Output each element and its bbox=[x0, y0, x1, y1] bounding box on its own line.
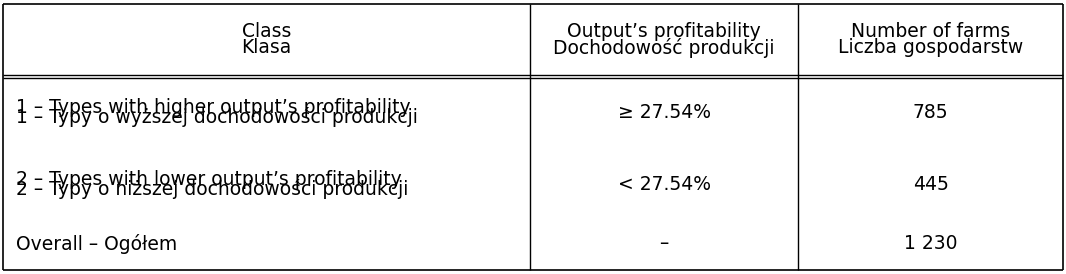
Text: 1 – Types with higher output’s profitability: 1 – Types with higher output’s profitabi… bbox=[16, 98, 410, 117]
Text: Class: Class bbox=[242, 22, 291, 41]
Text: –: – bbox=[660, 235, 668, 253]
Text: 785: 785 bbox=[912, 103, 949, 122]
Text: Number of farms: Number of farms bbox=[851, 22, 1011, 41]
Text: < 27.54%: < 27.54% bbox=[617, 175, 711, 194]
Text: 1 – Typy o wyższej dochodowości produkcji: 1 – Typy o wyższej dochodowości produkcj… bbox=[16, 107, 418, 127]
Text: 445: 445 bbox=[912, 175, 949, 194]
Text: 2 – Types with lower output’s profitability: 2 – Types with lower output’s profitabil… bbox=[16, 170, 402, 189]
Text: 1 230: 1 230 bbox=[904, 235, 957, 253]
Text: 2 – Typy o niższej dochodowości produkcji: 2 – Typy o niższej dochodowości produkcj… bbox=[16, 179, 408, 199]
Text: Klasa: Klasa bbox=[242, 38, 292, 57]
Text: Dochodowość produkcji: Dochodowość produkcji bbox=[553, 38, 775, 58]
Text: Liczba gospodarstw: Liczba gospodarstw bbox=[838, 38, 1023, 57]
Text: Overall – Ogółem: Overall – Ogółem bbox=[16, 234, 177, 254]
Text: Output’s profitability: Output’s profitability bbox=[567, 22, 761, 41]
Text: ≥ 27.54%: ≥ 27.54% bbox=[617, 103, 711, 122]
